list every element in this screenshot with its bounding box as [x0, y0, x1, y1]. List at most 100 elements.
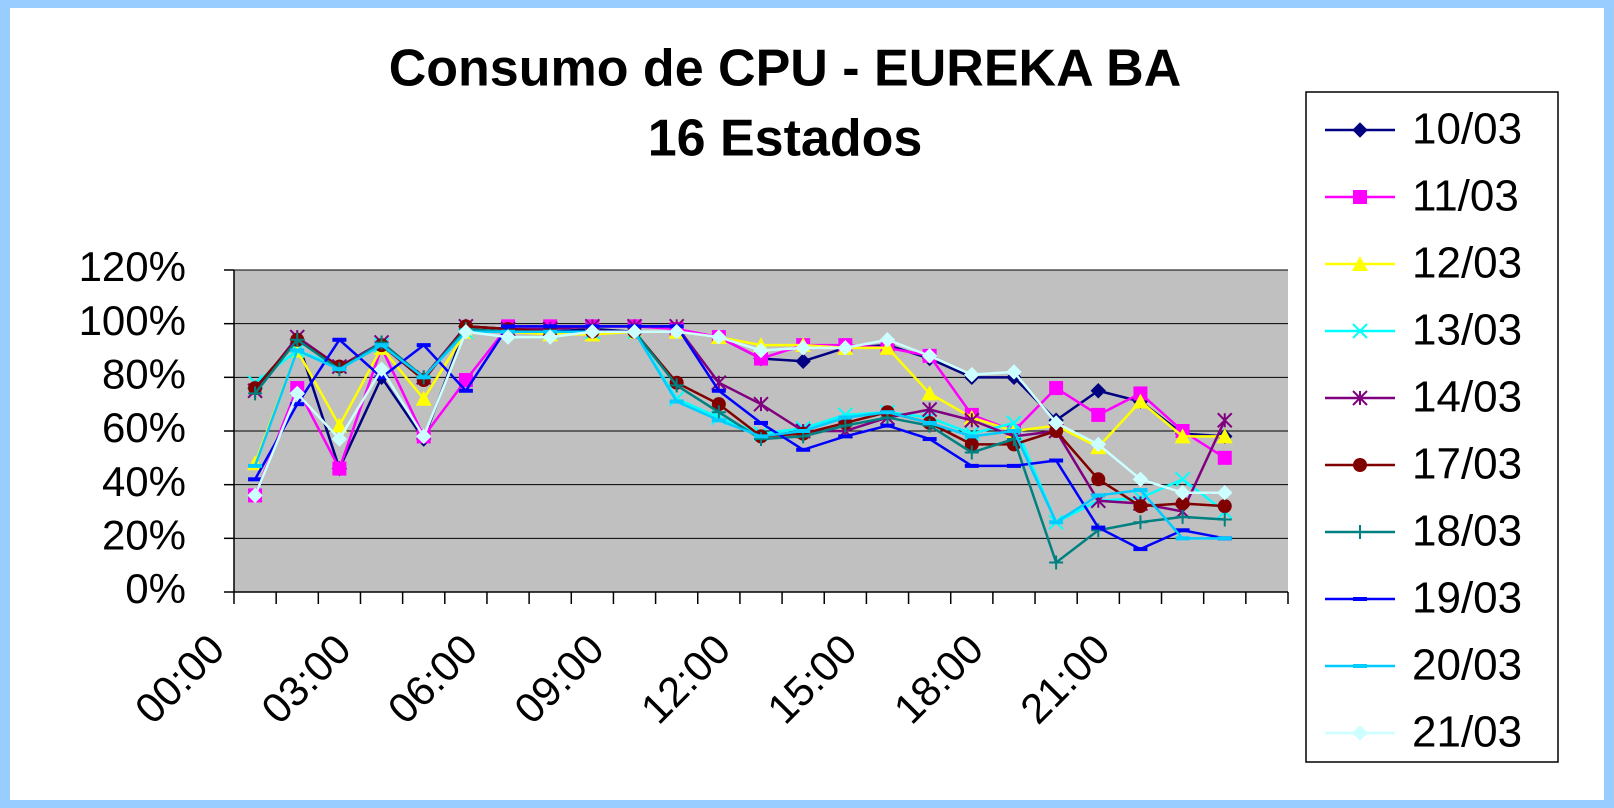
marker	[964, 434, 979, 439]
marker	[1353, 190, 1367, 204]
series-line	[253, 325, 1225, 551]
y-tick-label: 100%	[79, 297, 186, 344]
marker	[1048, 415, 1064, 431]
marker	[668, 324, 685, 340]
marker	[1049, 381, 1064, 396]
marker	[248, 463, 263, 468]
y-tick-label: 0%	[125, 565, 186, 612]
marker	[1352, 122, 1368, 138]
marker	[1174, 471, 1191, 488]
series-line	[253, 330, 1225, 464]
marker	[1175, 509, 1190, 524]
series-line	[254, 325, 1225, 508]
marker	[416, 375, 431, 380]
marker	[1090, 383, 1106, 399]
marker	[248, 477, 263, 482]
marker	[753, 342, 769, 359]
marker	[880, 423, 895, 428]
marker	[1175, 536, 1190, 541]
marker	[542, 329, 558, 345]
marker	[922, 420, 937, 425]
marker	[290, 348, 305, 353]
marker	[416, 343, 431, 348]
marker	[1006, 463, 1021, 468]
y-tick-label: 120%	[79, 243, 186, 290]
marker	[415, 390, 432, 406]
marker	[458, 388, 473, 393]
marker	[754, 351, 768, 366]
marker	[416, 428, 432, 445]
marker	[373, 361, 390, 377]
series-line	[253, 330, 1225, 496]
marker	[374, 343, 389, 348]
legend-label: 11/03	[1412, 172, 1519, 221]
marker	[1174, 428, 1191, 444]
chart-subtitle: 16 Estados	[648, 110, 923, 168]
marker	[1216, 428, 1233, 444]
legend-label: 14/03	[1412, 373, 1522, 422]
marker	[1133, 515, 1148, 530]
legend-label: 12/03	[1412, 239, 1522, 288]
marker	[1091, 472, 1106, 487]
legend-label: 20/03	[1412, 641, 1522, 690]
marker	[669, 399, 684, 404]
marker	[1133, 386, 1148, 401]
marker	[1132, 471, 1149, 488]
marker	[1352, 256, 1368, 271]
marker	[711, 418, 726, 423]
marker	[1049, 520, 1064, 525]
chart-title: Consumo de CPU - EUREKA BA	[389, 40, 1182, 98]
marker	[964, 463, 979, 468]
legend-label: 21/03	[1412, 708, 1522, 757]
marker	[1217, 485, 1233, 501]
marker	[1352, 390, 1368, 406]
marker	[964, 445, 979, 460]
marker	[1091, 493, 1106, 498]
marker	[796, 429, 811, 433]
marker	[711, 329, 727, 345]
series-line	[253, 330, 1225, 540]
marker	[1217, 536, 1232, 541]
marker	[289, 385, 305, 402]
y-tick-label: 40%	[102, 458, 186, 505]
y-tick-label: 80%	[102, 350, 186, 397]
marker	[1049, 424, 1064, 438]
marker	[1352, 323, 1368, 339]
marker	[543, 324, 558, 329]
marker	[964, 366, 980, 383]
marker	[838, 434, 853, 439]
marker	[754, 434, 768, 439]
marker	[331, 417, 348, 433]
series	[247, 324, 1233, 504]
marker	[1353, 664, 1367, 668]
marker	[1006, 364, 1022, 380]
marker	[1133, 547, 1148, 552]
marker	[711, 374, 727, 391]
marker	[1049, 458, 1064, 463]
marker	[290, 332, 305, 347]
marker	[837, 340, 854, 356]
marker	[921, 348, 938, 364]
legend-label: 17/03	[1412, 440, 1522, 489]
series	[248, 324, 1232, 552]
marker	[1217, 412, 1233, 428]
legend-label: 19/03	[1412, 574, 1522, 623]
marker	[1352, 725, 1368, 741]
marker	[1090, 436, 1106, 453]
y-tick-label: 20%	[102, 511, 186, 558]
marker	[1175, 496, 1190, 511]
marker	[921, 385, 938, 401]
marker	[669, 378, 684, 393]
marker	[838, 418, 853, 433]
y-tick-label: 60%	[102, 404, 186, 451]
marker	[1217, 512, 1232, 527]
marker	[1353, 458, 1367, 472]
marker	[332, 367, 347, 372]
marker	[711, 388, 726, 393]
marker	[880, 410, 895, 415]
marker	[1132, 393, 1149, 409]
marker	[921, 401, 938, 418]
marker	[711, 397, 726, 412]
